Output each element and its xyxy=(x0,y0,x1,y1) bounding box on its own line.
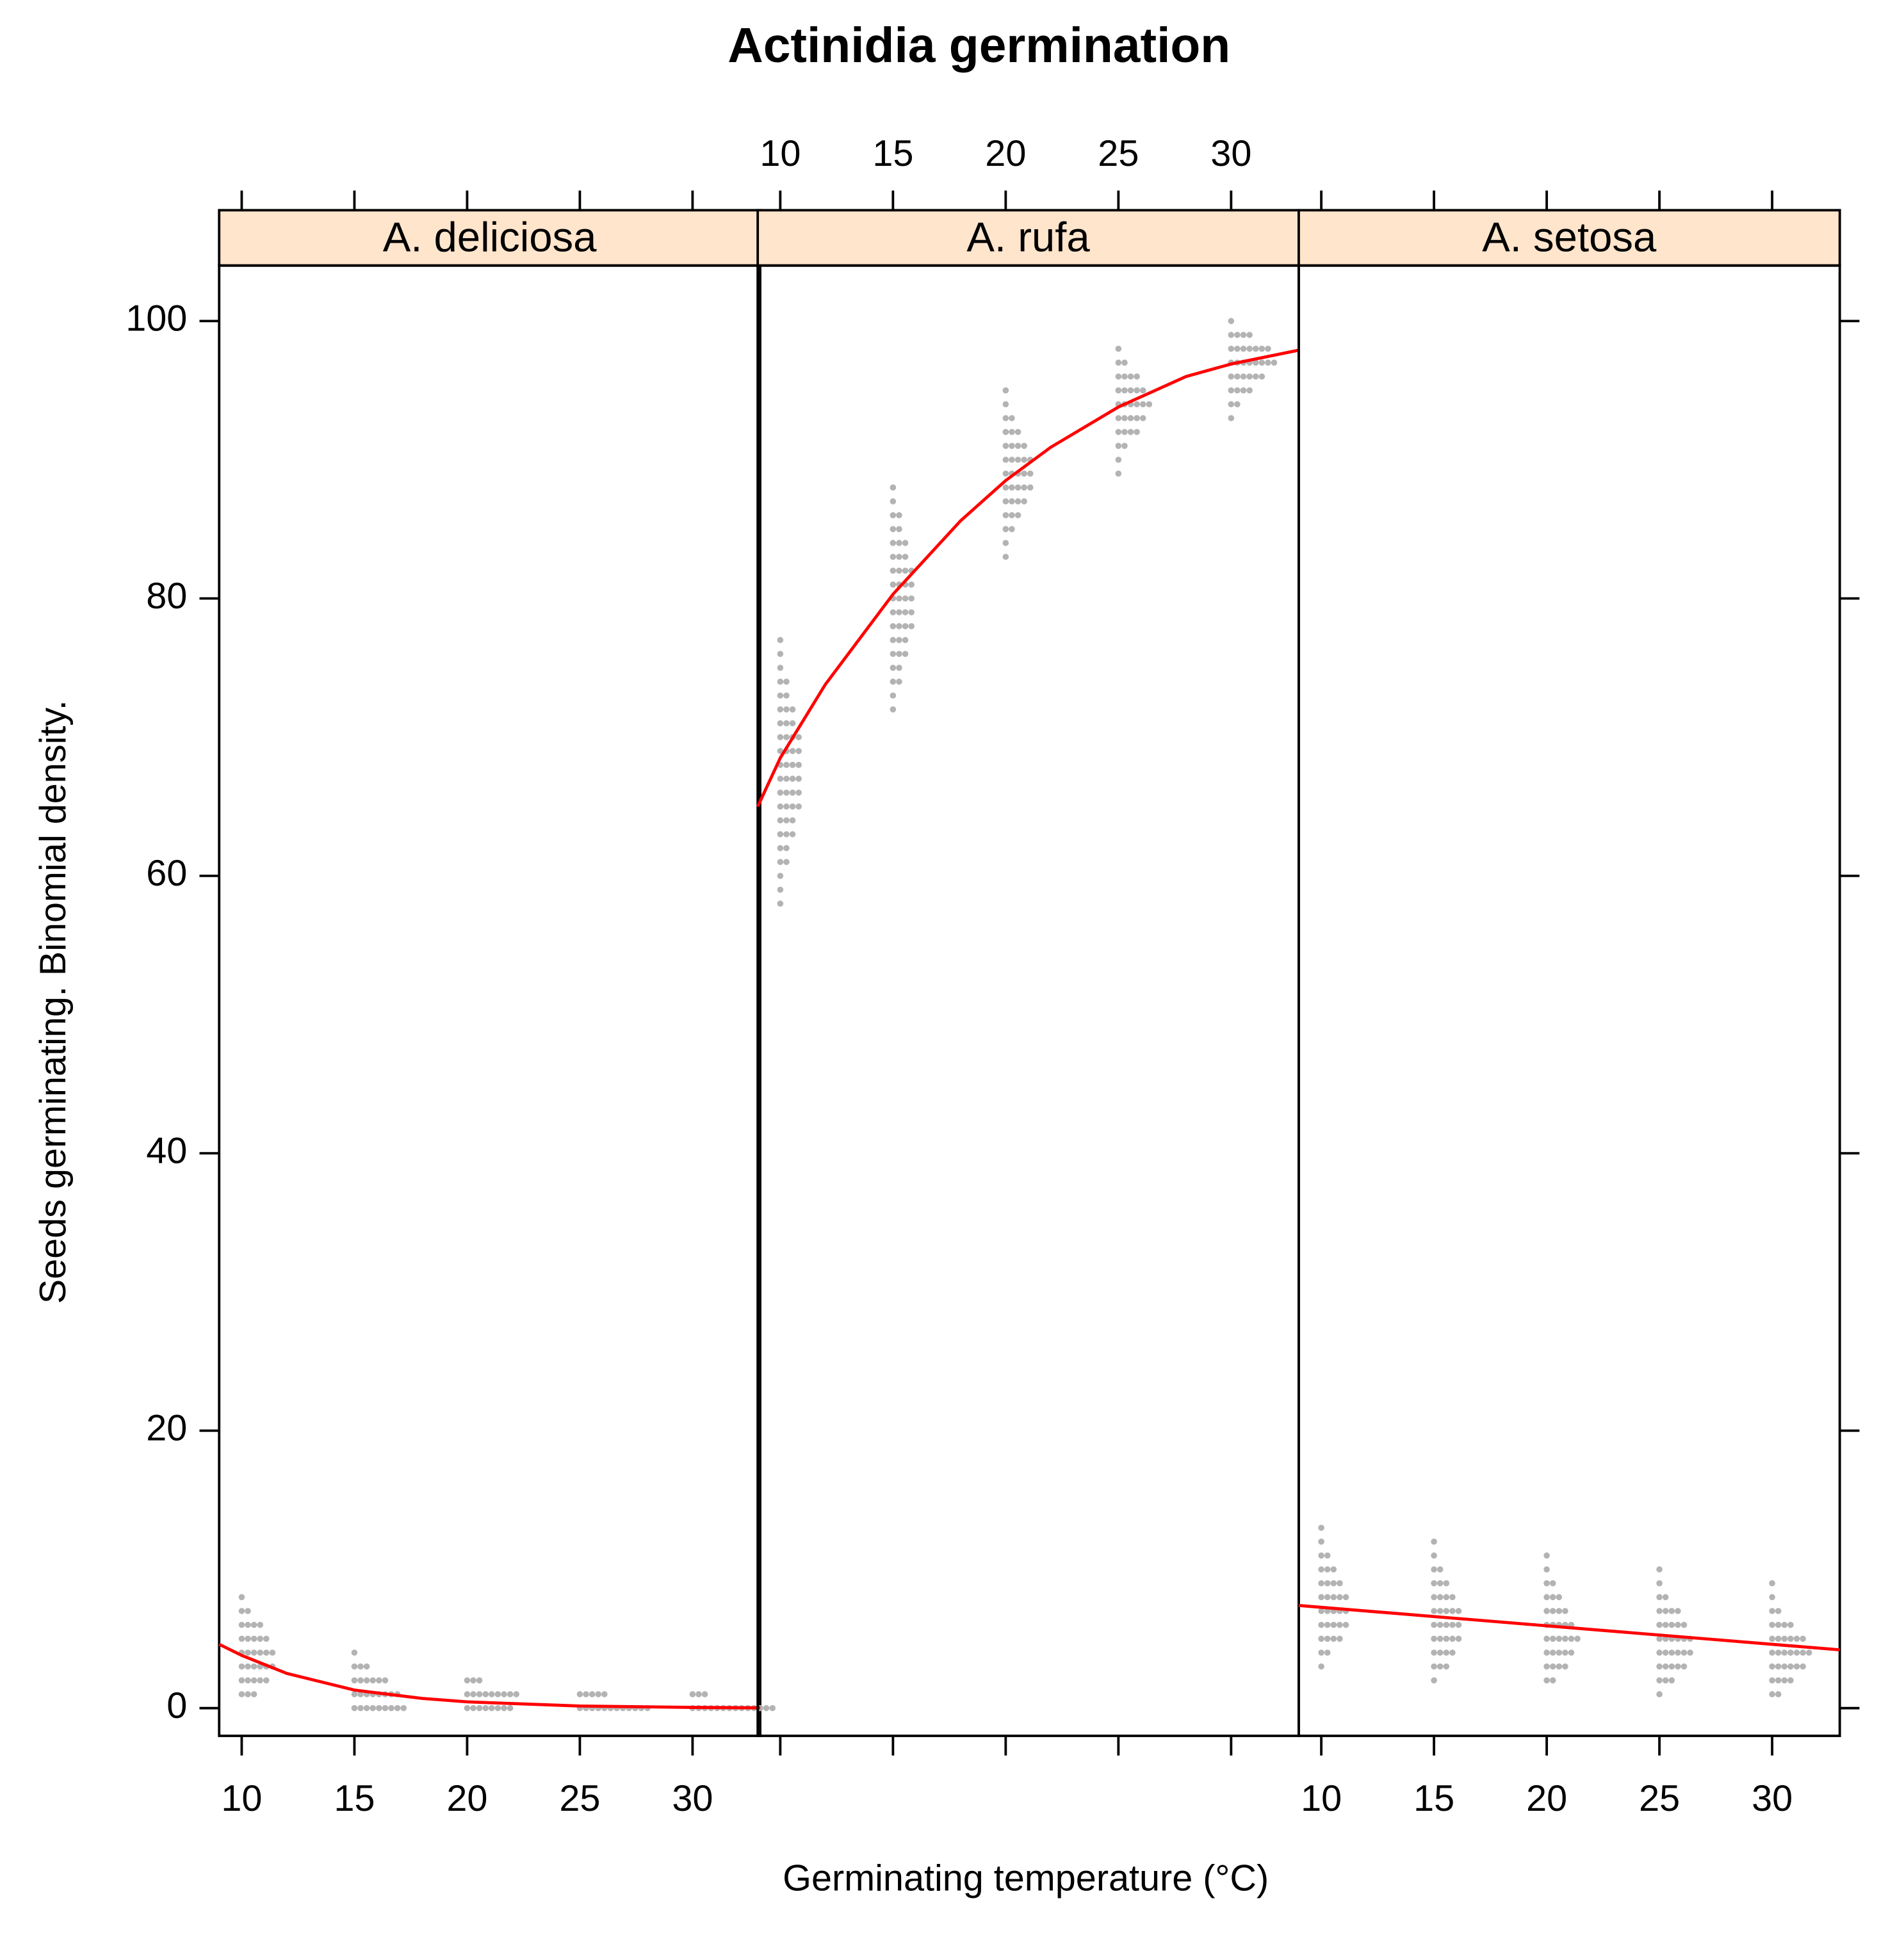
x-tick-label: 15 xyxy=(1413,1778,1454,1819)
x-tick-label: 10 xyxy=(221,1778,262,1819)
x-tick-label-top: 20 xyxy=(985,133,1026,174)
fitted-curve xyxy=(756,348,1299,807)
y-tick-label: 100 xyxy=(126,298,187,339)
y-tick-label: 60 xyxy=(146,853,187,894)
x-tick-label-top: 10 xyxy=(760,133,801,174)
x-tick-label: 20 xyxy=(1526,1778,1567,1819)
x-tick-label: 30 xyxy=(1752,1778,1793,1819)
x-tick-label: 15 xyxy=(334,1778,375,1819)
chart-title: Actinidia germination xyxy=(728,18,1230,73)
x-tick-label: 25 xyxy=(559,1778,600,1819)
strip xyxy=(1298,209,1841,267)
y-tick-label: 80 xyxy=(146,576,187,617)
y-axis-label: Seeds germinating. Binomial density. xyxy=(33,700,74,1304)
panel xyxy=(1298,264,1841,1737)
x-tick-label-top: 15 xyxy=(872,133,913,174)
x-axis-label: Germinating temperature (°C) xyxy=(783,1858,1269,1899)
x-tick-label: 30 xyxy=(672,1778,713,1819)
x-tick-label: 20 xyxy=(446,1778,487,1819)
x-tick-label-top: 30 xyxy=(1210,133,1251,174)
fitted-curve xyxy=(1298,1603,1840,1652)
strip xyxy=(218,209,761,267)
fitted-curve xyxy=(218,1642,761,1710)
y-tick-label: 20 xyxy=(146,1408,187,1449)
panel xyxy=(218,264,761,1737)
y-tick-label: 0 xyxy=(167,1685,187,1726)
y-tick-label: 40 xyxy=(146,1130,187,1171)
strip-label: A. deliciosa xyxy=(383,214,597,261)
x-tick-label: 25 xyxy=(1639,1778,1680,1819)
strip-label: A. setosa xyxy=(1482,214,1657,261)
strip-label: A. rufa xyxy=(966,214,1090,261)
x-tick-label-top: 25 xyxy=(1098,133,1139,174)
x-tick-label: 10 xyxy=(1301,1778,1342,1819)
